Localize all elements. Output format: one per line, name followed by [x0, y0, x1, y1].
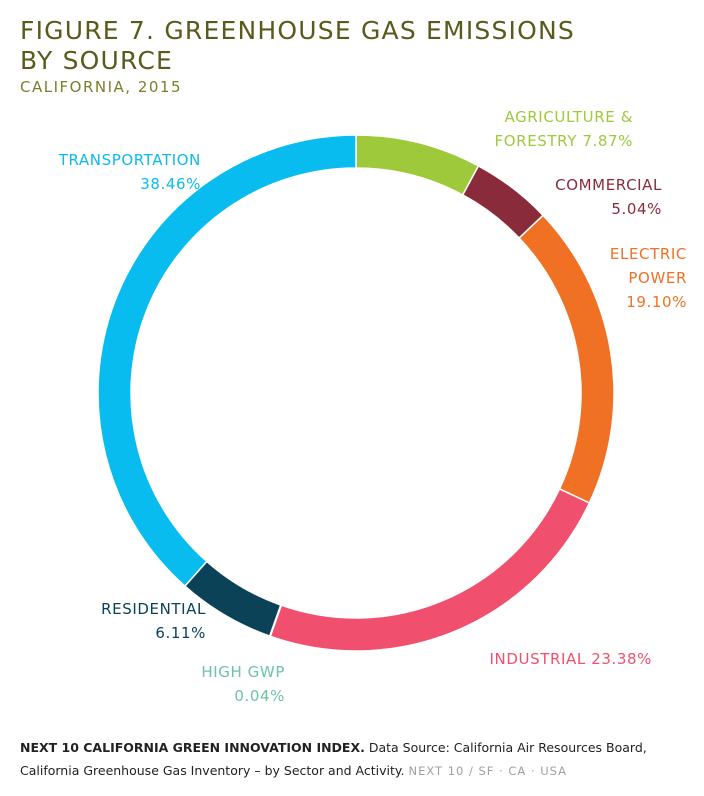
- label-line: AGRICULTURE &: [504, 108, 633, 126]
- label-line: ELECTRIC: [610, 245, 687, 263]
- title-line-2: BY SOURCE: [20, 46, 174, 75]
- slice-industrial: [269, 487, 591, 652]
- slice-electric-power: [518, 214, 615, 504]
- label-industrial: INDUSTRIAL 23.38%: [490, 650, 653, 668]
- label-line: COMMERCIAL: [555, 176, 662, 194]
- label-line: 19.10%: [626, 293, 687, 311]
- label-residential: RESIDENTIAL 6.11%: [101, 600, 206, 642]
- label-commercial: COMMERCIAL 5.04%: [555, 176, 662, 218]
- label-line: 0.04%: [234, 687, 285, 705]
- chart-subtitle: CALIFORNIA, 2015: [20, 78, 182, 96]
- footer-source: NEXT 10 CALIFORNIA GREEN INNOVATION INDE…: [20, 736, 690, 783]
- label-line: FORESTRY 7.87%: [495, 132, 633, 150]
- label-line: HIGH GWP: [201, 663, 285, 681]
- label-line: POWER: [628, 269, 687, 287]
- label-line: TRANSPORTATION: [58, 151, 201, 169]
- label-line: 6.11%: [155, 624, 206, 642]
- label-agriculture-forestry: AGRICULTURE & FORESTRY 7.87%: [495, 108, 633, 150]
- label-electric-power: ELECTRIC POWER 19.10%: [610, 245, 687, 311]
- donut-slices: [97, 134, 615, 652]
- title-line-1: FIGURE 7. GREENHOUSE GAS EMISSIONS: [20, 16, 575, 45]
- label-line: 5.04%: [611, 200, 662, 218]
- footer-brand: NEXT 10 / SF · CA · USA: [408, 764, 568, 778]
- slice-transportation: [97, 134, 357, 588]
- label-high-gwp: HIGH GWP 0.04%: [201, 663, 285, 705]
- label-line: 38.46%: [140, 175, 201, 193]
- donut-chart: AGRICULTURE & FORESTRY 7.87% COMMERCIAL 5.0…: [58, 108, 687, 705]
- slice-agriculture-forestry: [355, 134, 480, 196]
- label-line: INDUSTRIAL 23.38%: [490, 650, 653, 668]
- footer-title: NEXT 10 CALIFORNIA GREEN INNOVATION INDE…: [20, 740, 365, 755]
- label-transportation: TRANSPORTATION 38.46%: [58, 151, 201, 193]
- footer-source-line1: Data Source: California Air Resources Bo…: [364, 740, 647, 755]
- page-title: FIGURE 7. GREENHOUSE GAS EMISSIONS BY SO…: [20, 16, 575, 76]
- footer-source-line2: California Greenhouse Gas Inventory – by…: [20, 763, 405, 778]
- slice-labels: AGRICULTURE & FORESTRY 7.87% COMMERCIAL 5.0…: [58, 108, 687, 705]
- label-line: RESIDENTIAL: [101, 600, 206, 618]
